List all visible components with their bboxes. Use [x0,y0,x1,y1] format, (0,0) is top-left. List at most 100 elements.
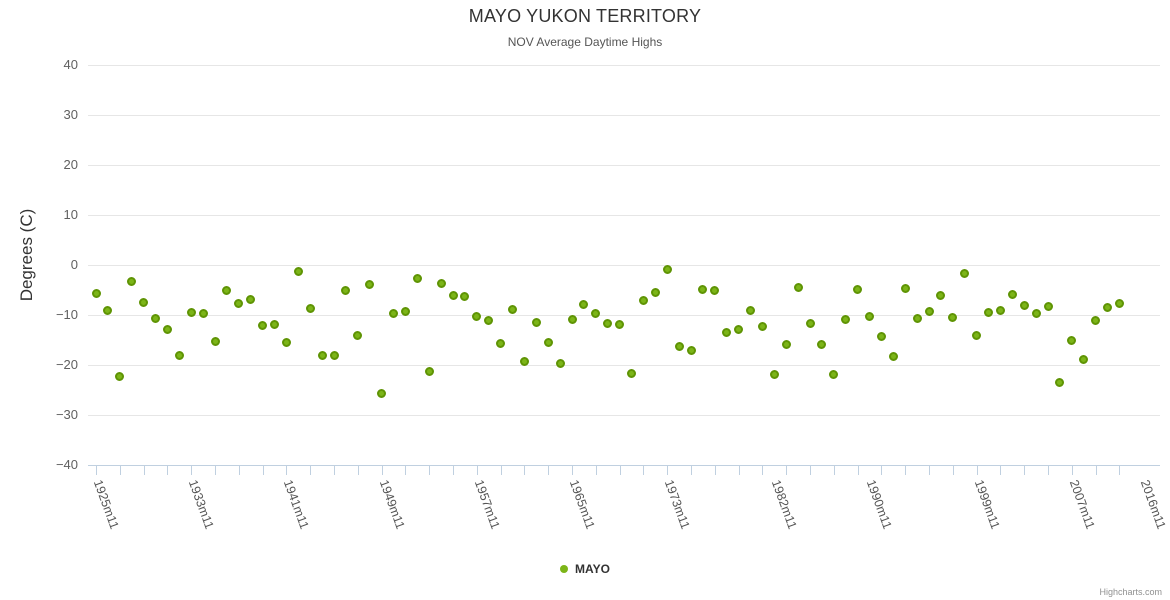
data-point[interactable] [591,308,601,318]
data-point[interactable] [805,318,815,328]
data-point[interactable] [174,350,184,360]
data-point[interactable] [496,338,506,348]
data-point[interactable] [627,368,636,378]
data-point[interactable] [139,297,149,307]
data-point[interactable] [1114,298,1124,308]
data-point[interactable] [281,337,291,347]
data-point[interactable] [210,336,220,346]
x-axis-tick [476,466,478,475]
data-point[interactable] [246,294,256,304]
data-point[interactable] [317,350,327,360]
data-point[interactable] [710,285,720,295]
x-axis-tick [714,466,716,475]
data-point[interactable] [650,287,660,297]
data-point[interactable] [186,307,196,317]
x-axis-tick [643,466,645,475]
data-point[interactable] [389,308,398,318]
data-point[interactable] [353,330,363,340]
legend-item-mayo[interactable]: MAYO [560,562,610,576]
data-point[interactable] [876,331,886,341]
data-point[interactable] [436,278,446,288]
data-point[interactable] [888,351,898,361]
credits-label[interactable]: Highcharts.com [1099,587,1162,597]
data-point[interactable] [734,324,744,334]
data-point[interactable] [198,308,208,318]
data-point[interactable] [769,369,779,379]
data-point[interactable] [817,339,827,349]
data-point[interactable] [222,285,232,295]
data-point[interactable] [472,311,482,321]
data-point[interactable] [555,358,565,368]
data-point[interactable] [674,341,684,351]
x-axis-tick [952,466,954,475]
data-point[interactable] [1067,335,1077,345]
data-point[interactable] [234,298,244,308]
data-point[interactable] [305,303,315,313]
data-point[interactable] [484,315,494,325]
data-point[interactable] [603,318,613,328]
data-point[interactable] [757,321,767,331]
data-point[interactable] [1103,302,1112,312]
data-point[interactable] [365,279,375,289]
data-point[interactable] [1091,315,1101,325]
data-point[interactable] [1031,308,1041,318]
data-point[interactable] [151,313,160,323]
data-point[interactable] [519,356,529,366]
data-point[interactable] [1019,300,1029,310]
x-axis-tick [572,466,573,475]
data-point[interactable] [662,264,672,274]
data-point[interactable] [746,305,755,315]
data-point[interactable] [460,291,470,301]
data-point[interactable] [900,283,910,293]
data-point[interactable] [543,337,553,347]
data-point[interactable] [972,330,982,340]
data-point[interactable] [615,319,625,329]
data-point[interactable] [686,345,696,355]
data-point[interactable] [127,276,137,286]
data-point[interactable] [115,371,125,381]
data-point[interactable] [936,290,946,300]
data-point[interactable] [722,327,732,337]
data-point[interactable] [258,320,268,330]
data-point[interactable] [793,282,803,292]
data-point[interactable] [162,324,172,334]
data-point[interactable] [293,266,303,276]
data-point[interactable] [948,312,958,322]
data-point[interactable] [270,319,279,329]
data-point[interactable] [829,369,839,379]
data-point[interactable] [400,306,410,316]
data-point[interactable] [579,299,589,309]
data-point[interactable] [995,305,1005,315]
data-point[interactable] [853,284,863,294]
data-point[interactable] [329,350,339,360]
data-point[interactable] [1007,289,1017,299]
data-point[interactable] [91,288,101,298]
data-point[interactable] [448,290,458,300]
data-point[interactable] [567,314,577,324]
data-point[interactable] [341,285,351,295]
x-axis-tick [357,466,359,475]
data-point[interactable] [1043,301,1053,311]
data-point[interactable] [424,366,434,376]
data-point[interactable] [924,306,934,316]
data-point[interactable] [781,339,791,349]
data-point[interactable] [508,304,517,314]
data-point[interactable] [103,305,113,315]
data-point[interactable] [377,388,387,398]
data-point[interactable] [841,314,851,324]
data-point[interactable] [1079,354,1089,364]
data-point[interactable] [912,313,922,323]
x-axis-tick [881,466,883,475]
data-point[interactable] [531,317,541,327]
x-axis-tick [500,466,502,475]
x-axis-tick [595,466,597,475]
x-axis-tick [262,466,264,475]
data-point[interactable] [698,284,708,294]
data-point[interactable] [1055,377,1065,387]
x-axis-tick [429,466,431,475]
data-point[interactable] [984,307,993,317]
data-point[interactable] [638,295,648,305]
data-point[interactable] [960,268,970,278]
data-point[interactable] [412,273,422,283]
data-point[interactable] [865,311,874,321]
